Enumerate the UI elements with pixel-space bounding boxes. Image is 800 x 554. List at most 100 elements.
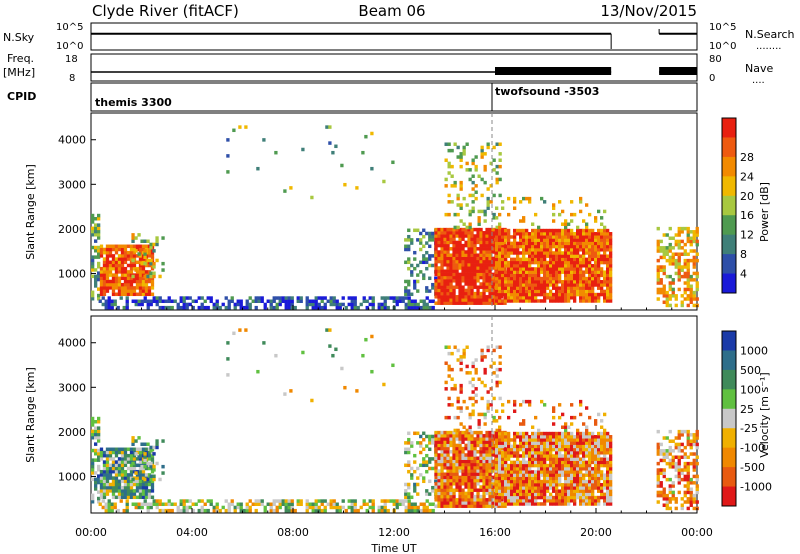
velocity-cell — [501, 489, 505, 493]
velocity-cell — [129, 466, 134, 471]
velocity-cell — [692, 452, 696, 456]
velocity-cell — [434, 446, 438, 451]
velocity-cell — [248, 508, 252, 513]
power-cell — [510, 286, 514, 290]
velocity-cell — [489, 403, 493, 407]
velocity-cell — [525, 460, 529, 465]
power-cell — [495, 299, 499, 303]
velocity-cell — [668, 506, 672, 511]
velocity-cell — [117, 466, 122, 471]
velocity-cell — [329, 505, 333, 510]
power-cell — [662, 249, 666, 253]
velocity-cell — [494, 504, 498, 508]
velocity-cell — [458, 504, 462, 508]
power-cell — [94, 223, 98, 227]
power-cell — [474, 190, 478, 194]
power-cell — [91, 226, 95, 231]
velocity-cell — [444, 415, 448, 420]
power-cell — [488, 301, 492, 305]
velocity-cell — [461, 504, 465, 508]
velocity-cell — [413, 502, 417, 507]
velocity-cell — [91, 419, 95, 424]
velocity-cell — [543, 441, 547, 445]
power-cell — [674, 271, 678, 276]
velocity-cell — [600, 470, 604, 474]
velocity-cell — [473, 446, 477, 451]
velocity-cell — [522, 460, 526, 465]
velocity-cell — [591, 444, 595, 449]
velocity-cell — [513, 486, 517, 490]
power-cell — [102, 260, 107, 265]
velocity-cell — [606, 492, 610, 497]
power-cell — [513, 251, 517, 255]
velocity-cell — [579, 489, 583, 493]
velocity-cell — [543, 460, 547, 465]
power-cell — [570, 264, 574, 268]
velocity-cell — [461, 482, 465, 486]
power-cell — [588, 212, 592, 217]
velocity-cell — [158, 502, 162, 507]
velocity-cell — [185, 508, 189, 513]
velocity-cell — [141, 469, 146, 474]
velocity-cell — [455, 462, 459, 467]
velocity-cell — [519, 435, 523, 439]
velocity-cell — [117, 457, 122, 461]
velocity-cell — [570, 447, 574, 452]
velocity-cell — [576, 428, 580, 433]
velocity-cell — [428, 437, 432, 442]
velocity-cell — [467, 453, 471, 457]
velocity-cell — [495, 486, 499, 490]
velocity-cell — [582, 492, 586, 497]
power-cell — [431, 282, 435, 287]
power-cell — [603, 244, 607, 249]
velocity-cell — [531, 447, 535, 452]
velocity-cell — [431, 457, 435, 461]
power-cell — [203, 299, 207, 304]
velocity-cell — [606, 489, 610, 493]
velocity-cell — [377, 505, 381, 510]
power-cell — [232, 128, 236, 133]
power-cell — [594, 254, 598, 258]
velocity-cell — [146, 505, 150, 510]
power-cell — [668, 284, 672, 288]
velocity-cell — [147, 453, 152, 458]
velocity-cell — [147, 492, 152, 496]
power-cell — [452, 279, 456, 283]
velocity-cell — [537, 444, 541, 449]
power-cell — [519, 238, 523, 242]
power-cell — [495, 248, 499, 252]
velocity-cell — [465, 345, 469, 349]
power-cell — [585, 257, 589, 262]
power-cell — [206, 305, 210, 310]
power-cell — [609, 260, 613, 265]
velocity-cell — [692, 474, 696, 479]
velocity-cell — [513, 444, 517, 449]
power-cell — [582, 296, 586, 300]
velocity-cell — [407, 508, 411, 513]
power-cell — [513, 206, 517, 210]
power-cell — [114, 266, 119, 271]
velocity-cell — [482, 434, 486, 438]
velocity-cell — [504, 502, 508, 506]
power-cell — [272, 305, 276, 310]
velocity-cell — [606, 451, 610, 455]
velocity-cell — [689, 445, 693, 450]
power-cell — [107, 296, 111, 300]
velocity-cell — [111, 450, 116, 455]
power-cell — [495, 216, 499, 220]
power-cell — [290, 299, 294, 304]
power-cell — [561, 257, 565, 262]
velocity-cell — [606, 447, 610, 452]
velocity-cell — [113, 502, 117, 507]
velocity-cell — [555, 467, 559, 471]
power-cell — [665, 252, 669, 256]
velocity-cell — [567, 470, 571, 474]
power-cell — [335, 305, 339, 310]
velocity-cell — [600, 457, 604, 461]
velocity-cell — [585, 463, 589, 468]
power-cell — [588, 254, 592, 258]
power-cell — [482, 253, 486, 257]
power-cell — [606, 257, 610, 262]
power-cell — [108, 270, 113, 274]
power-cell — [683, 252, 687, 256]
